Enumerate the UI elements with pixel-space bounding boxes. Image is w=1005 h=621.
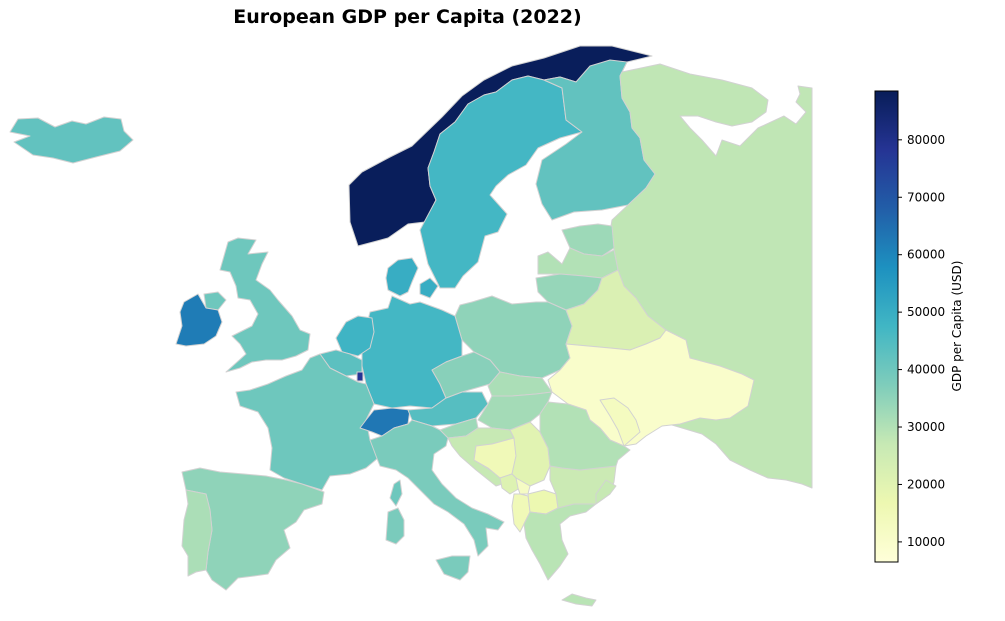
country-romania[interactable] [539,401,631,471]
colorbar-tick-label: 60000 [907,248,945,262]
country-italy[interactable] [369,419,505,557]
colorbar-tick-label: 10000 [907,535,945,549]
colorbar-label: GDP per Capita (USD) [950,260,964,392]
colorbar-tick-label: 20000 [907,477,945,491]
country-italy-sicily[interactable] [435,555,471,581]
colorbar-tick-label: 40000 [907,363,945,377]
country-denmark-zealand[interactable] [419,277,439,299]
country-kosovo[interactable] [515,477,531,495]
colorbar: 10000 20000 30000 40000 50000 60000 70000 80000 [874,90,945,563]
country-france-corsica[interactable] [389,479,403,507]
country-northern-ireland[interactable] [203,291,227,311]
country-greece[interactable] [523,497,597,581]
colorbar-tick-label: 30000 [907,420,945,434]
country-portugal[interactable] [181,489,213,577]
country-sweden[interactable] [419,75,583,289]
country-united-kingdom[interactable] [219,237,311,373]
page-title: European GDP per Capita (2022) [233,6,582,28]
country-iceland[interactable] [9,116,134,164]
country-serbia[interactable] [509,421,551,487]
country-netherlands[interactable] [335,315,375,357]
country-denmark[interactable] [385,257,419,297]
country-turkey[interactable] [595,479,617,505]
country-moldova[interactable] [599,397,641,447]
colorbar-tick-label: 50000 [907,305,945,319]
colorbar-tick-label: 80000 [907,133,945,147]
country-ireland[interactable] [175,293,223,347]
colorbar-tick-label: 70000 [907,190,945,204]
country-luxembourg[interactable] [356,371,364,382]
country-italy-sardinia[interactable] [385,507,405,545]
country-greece-crete[interactable] [561,593,597,607]
colorbar-gradient [874,90,899,563]
